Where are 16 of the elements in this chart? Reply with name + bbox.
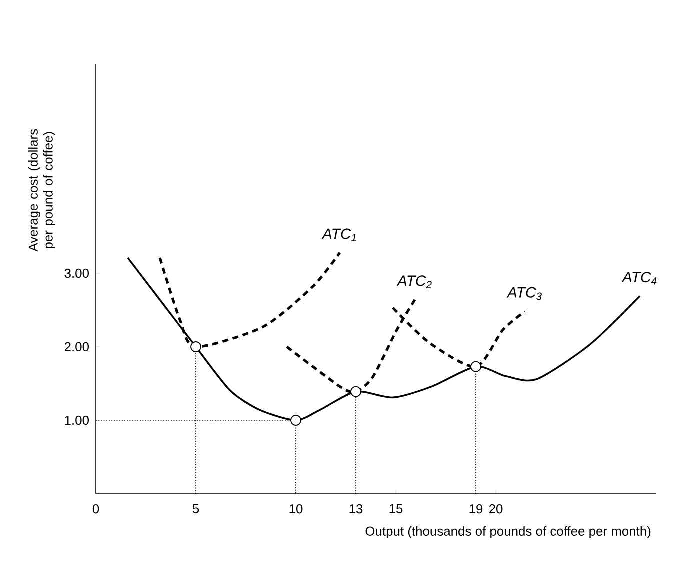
y-tick-label: 3.00 xyxy=(64,268,89,278)
x-tick-label: 15 xyxy=(390,504,403,514)
y-axis-title: Average cost (dollars per pound of coffee) xyxy=(28,129,56,252)
x-tick-label: 0 xyxy=(92,504,100,514)
x-tick-label: 13 xyxy=(350,504,363,514)
x-tick-label: 20 xyxy=(489,504,503,514)
y-tick-label: 2.00 xyxy=(64,342,89,352)
series-label: ATC$_{1}$ xyxy=(322,228,356,242)
x-tick-label: 5 xyxy=(192,504,200,514)
series-label: ATC$_{4}$ xyxy=(622,272,657,285)
x-axis-title: Output (thousands of pounds of coffee per month) xyxy=(366,526,651,539)
x-tick-label: 19 xyxy=(470,504,483,514)
y-tick-label: 1.00 xyxy=(65,416,89,426)
series-label: ATC$_{3}$ xyxy=(506,287,542,300)
series-label: ATC$_{2}$ xyxy=(396,276,432,288)
x-tick-label: 10 xyxy=(290,504,303,514)
